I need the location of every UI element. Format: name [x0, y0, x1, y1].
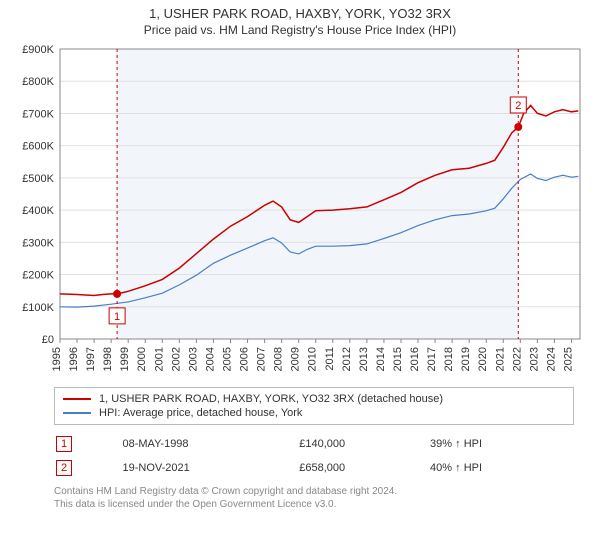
footer-line: Contains HM Land Registry data © Crown c…	[54, 485, 580, 498]
chart-subtitle: Price paid vs. HM Land Registry's House …	[10, 23, 590, 37]
svg-text:2008: 2008	[273, 347, 285, 371]
svg-text:2019: 2019	[460, 347, 472, 371]
chart-title: 1, USHER PARK ROAD, HAXBY, YORK, YO32 3R…	[10, 6, 590, 21]
arrow-up-icon: ↑	[455, 462, 461, 474]
svg-text:2012: 2012	[341, 347, 353, 371]
svg-text:1: 1	[114, 311, 120, 323]
svg-text:2014: 2014	[375, 347, 387, 371]
svg-text:2017: 2017	[426, 347, 438, 371]
svg-text:2024: 2024	[545, 347, 557, 371]
svg-text:2005: 2005	[221, 347, 233, 371]
transaction-pct: 40% ↑ HPI	[430, 457, 572, 479]
svg-text:£0: £0	[42, 334, 54, 346]
footer-attribution: Contains HM Land Registry data © Crown c…	[54, 485, 580, 511]
transactions-table: 1 08-MAY-1998 £140,000 39% ↑ HPI 2 19-NO…	[54, 431, 574, 481]
chart: £0 £100K £200K £300K £400K £500K £600K £700K £80…	[10, 41, 590, 381]
arrow-up-icon: ↑	[455, 438, 461, 450]
svg-text:£300K: £300K	[22, 237, 54, 249]
svg-text:2007: 2007	[256, 347, 268, 371]
transaction-date: 08-MAY-1998	[123, 433, 298, 455]
legend-swatch	[63, 398, 91, 400]
svg-text:2003: 2003	[187, 347, 199, 371]
chart-svg: £0 £100K £200K £300K £400K £500K £600K £700K £80…	[10, 41, 590, 381]
svg-text:1999: 1999	[119, 347, 131, 371]
svg-text:1995: 1995	[51, 347, 63, 371]
svg-text:2001: 2001	[153, 347, 165, 371]
svg-text:2009: 2009	[290, 347, 302, 371]
table-row: 2 19-NOV-2021 £658,000 40% ↑ HPI	[56, 457, 572, 479]
svg-text:1997: 1997	[85, 347, 97, 371]
svg-text:2004: 2004	[204, 347, 216, 371]
svg-text:2013: 2013	[358, 347, 370, 371]
svg-text:£400K: £400K	[22, 205, 54, 217]
figure-container: 1, USHER PARK ROAD, HAXBY, YORK, YO32 3R…	[0, 0, 600, 517]
svg-text:£100K: £100K	[22, 302, 54, 314]
svg-text:2018: 2018	[443, 347, 455, 371]
svg-text:2002: 2002	[170, 347, 182, 371]
svg-text:2022: 2022	[511, 347, 523, 371]
transaction-price: £140,000	[299, 433, 428, 455]
svg-text:£800K: £800K	[22, 76, 54, 88]
title-block: 1, USHER PARK ROAD, HAXBY, YORK, YO32 3R…	[10, 6, 590, 37]
legend-row: 1, USHER PARK ROAD, HAXBY, YORK, YO32 3R…	[63, 392, 565, 406]
svg-text:2020: 2020	[477, 347, 489, 371]
legend-label: HPI: Average price, detached house, York	[99, 407, 302, 419]
svg-text:2021: 2021	[494, 347, 506, 371]
svg-text:2016: 2016	[409, 347, 421, 371]
svg-text:2023: 2023	[528, 347, 540, 371]
svg-text:2000: 2000	[136, 347, 148, 371]
marker-badge: 2	[56, 460, 72, 476]
svg-text:£500K: £500K	[22, 173, 54, 185]
svg-text:1996: 1996	[68, 347, 80, 371]
table-row: 1 08-MAY-1998 £140,000 39% ↑ HPI	[56, 433, 572, 455]
svg-text:2006: 2006	[239, 347, 251, 371]
svg-text:1998: 1998	[102, 347, 114, 371]
svg-text:2011: 2011	[324, 347, 336, 371]
marker-badge: 1	[56, 436, 72, 452]
legend-row: HPI: Average price, detached house, York	[63, 406, 565, 420]
svg-text:2: 2	[515, 100, 521, 112]
legend-label: 1, USHER PARK ROAD, HAXBY, YORK, YO32 3R…	[99, 393, 443, 405]
svg-text:2010: 2010	[307, 347, 319, 371]
svg-text:2015: 2015	[392, 347, 404, 371]
svg-text:£200K: £200K	[22, 270, 54, 282]
svg-text:£700K: £700K	[22, 108, 54, 120]
footer-line: This data is licensed under the Open Gov…	[54, 498, 580, 511]
svg-text:2025: 2025	[562, 347, 574, 371]
legend: 1, USHER PARK ROAD, HAXBY, YORK, YO32 3R…	[54, 387, 574, 425]
legend-swatch	[63, 412, 91, 414]
svg-text:£600K: £600K	[22, 141, 54, 153]
transaction-price: £658,000	[299, 457, 428, 479]
svg-text:£900K: £900K	[22, 44, 54, 56]
transaction-date: 19-NOV-2021	[123, 457, 298, 479]
transaction-pct: 39% ↑ HPI	[430, 433, 572, 455]
